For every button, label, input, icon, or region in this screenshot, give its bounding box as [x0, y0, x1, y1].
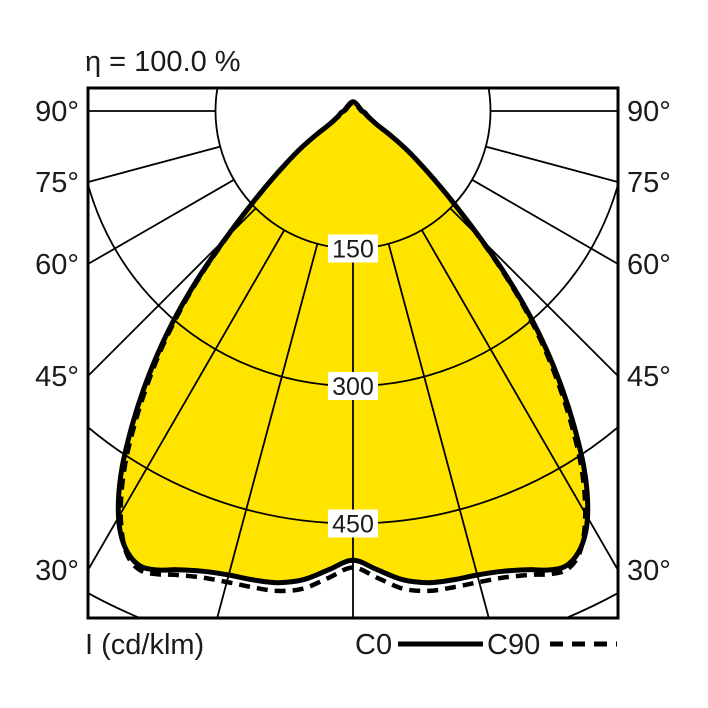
- grid-ray-60-right: [471, 179, 618, 266]
- radial-tick-box-150: [328, 234, 378, 263]
- grid-ray-15-right: [387, 243, 490, 618]
- grid-ray-75-right: [485, 145, 618, 183]
- grid-ray-75-left: [88, 145, 221, 183]
- radial-tick-box-300: [328, 372, 378, 400]
- plot-border: [86, 86, 620, 620]
- radial-tick-box-450: [328, 509, 378, 538]
- radial-tick-label-150: 150: [332, 236, 374, 264]
- angle-label-right-75: 75°: [627, 167, 671, 199]
- angle-label-right-90: 90°: [627, 96, 671, 128]
- legend-c90-line-swatch: [550, 641, 617, 647]
- angle-label-left-90: 90°: [35, 96, 79, 128]
- intensity-unit-label: I (cd/klm): [85, 629, 205, 661]
- angle-label-left-60: 60°: [35, 249, 79, 281]
- grid-ray-30-right: [421, 229, 618, 572]
- radial-tick-label-450: 450: [332, 511, 374, 539]
- angle-label-right-30: 30°: [627, 555, 671, 587]
- grid-ray-60-left: [88, 179, 235, 266]
- legend-c0-line-swatch: [398, 641, 483, 647]
- angle-label-left-30: 30°: [35, 555, 79, 587]
- c0-curve: [115, 99, 591, 586]
- grid-ray-45-right: [449, 207, 618, 378]
- grid-ray-15-left: [216, 243, 319, 618]
- angle-label-left-45: 45°: [35, 361, 79, 393]
- grid-ray-30-left: [88, 229, 286, 572]
- angle-label-right-45: 45°: [627, 361, 671, 393]
- legend-c90-label: C90: [487, 629, 541, 661]
- efficiency-label: η = 100.0 %: [85, 46, 241, 78]
- radial-tick-label-300: 300: [332, 373, 374, 401]
- angle-label-right-60: 60°: [627, 249, 671, 281]
- angle-label-left-75: 75°: [35, 167, 79, 199]
- grid-ray-45-left: [88, 207, 257, 378]
- legend-c0-label: C0: [355, 629, 393, 661]
